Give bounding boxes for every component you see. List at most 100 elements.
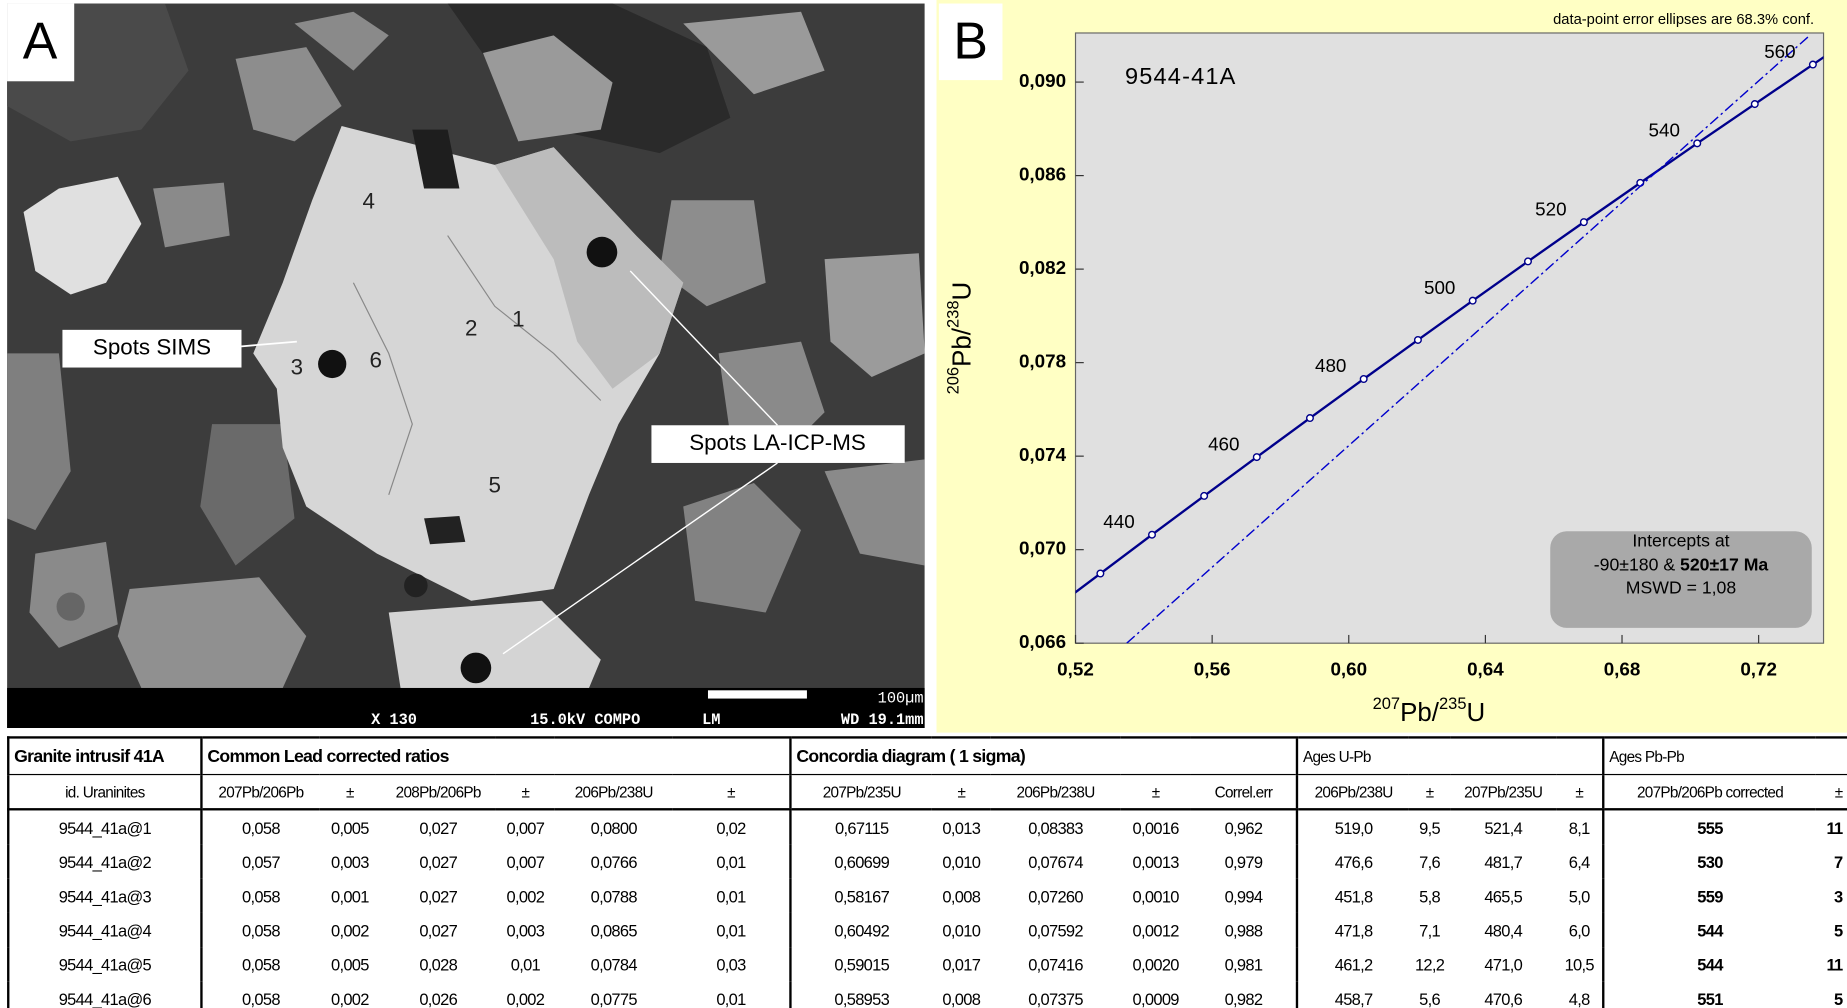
table-cell: 555 bbox=[1602, 809, 1816, 845]
table-cell: ± bbox=[1408, 773, 1451, 811]
table-row: Granite intrusif 41A Common Lead correcte… bbox=[7, 736, 1847, 775]
age-marker bbox=[1096, 569, 1105, 578]
y-axis-label: 206Pb/238U bbox=[945, 282, 976, 395]
table-cell: 207Pb/206Pb corrected bbox=[1602, 773, 1816, 811]
table-cell: 11 bbox=[1815, 809, 1847, 845]
spot-number: 2 bbox=[465, 316, 477, 341]
table-cell: 0,010 bbox=[942, 920, 981, 940]
x-tick-label: 0,56 bbox=[1194, 658, 1231, 679]
table-cell: 0,59015 bbox=[789, 947, 932, 982]
table-cell: 207Pb/206Pb bbox=[200, 773, 320, 811]
table-cell: 519,0 bbox=[1295, 809, 1409, 845]
age-marker bbox=[1147, 530, 1156, 539]
table-cell: 0,08383 bbox=[1028, 818, 1083, 837]
table-cell: 544 bbox=[1602, 947, 1816, 982]
table-cell: 0,01 bbox=[716, 852, 746, 872]
table-cell: 0,013 bbox=[942, 818, 981, 837]
age-label: 460 bbox=[1208, 433, 1239, 454]
table-cell: 0,002 bbox=[319, 981, 381, 1008]
table-cell: ± bbox=[672, 773, 791, 811]
table-cell: 0,01 bbox=[716, 920, 746, 940]
table-cell: 461,2 bbox=[1295, 947, 1409, 982]
age-marker bbox=[1359, 374, 1368, 384]
table-cell: 0,027 bbox=[419, 920, 458, 940]
data-table: Granite intrusif 41A Common Lead correcte… bbox=[7, 736, 1847, 1008]
table-cell: 0,058 bbox=[200, 947, 320, 982]
table-cell: 0,002 bbox=[506, 886, 545, 906]
table-cell: 5,6 bbox=[1408, 981, 1451, 1008]
table-row: id. Uraninites 207Pb/206Pb ±208Pb/206Pb ±20… bbox=[7, 773, 1847, 811]
panel-label-box bbox=[7, 3, 75, 82]
axis-label-part: U bbox=[948, 282, 976, 301]
x-tick-label: 0,72 bbox=[1740, 658, 1777, 679]
table-cell: 0,010 bbox=[942, 852, 981, 872]
table-cell: 521,4 bbox=[1484, 818, 1523, 837]
table-cell: Correl.err bbox=[1191, 773, 1298, 811]
table-cell: 9544_41a@5 bbox=[7, 947, 202, 982]
table-cell: 0,07375 bbox=[990, 981, 1121, 1008]
table-cell: 0,057 bbox=[200, 844, 320, 879]
table-cell: 0,026 bbox=[380, 981, 496, 1008]
table-cell: 9544_41a@6 bbox=[7, 981, 202, 1008]
table-cell: 207Pb/235U bbox=[1450, 773, 1557, 811]
age-marker bbox=[1200, 491, 1209, 500]
table-cell: 0,008 bbox=[931, 981, 991, 1008]
table-cell: 470,6 bbox=[1450, 981, 1557, 1008]
table-cell: 0,0012 bbox=[1132, 920, 1180, 940]
axis-label-part: Pb/ bbox=[1400, 699, 1440, 727]
table-cell: 0,058 bbox=[200, 878, 320, 913]
age-label: 560 bbox=[1764, 41, 1795, 62]
discordia-line bbox=[1126, 34, 1811, 644]
x-axis-label: 207Pb/235U bbox=[1373, 695, 1486, 726]
table-cell: 0,0775 bbox=[554, 981, 673, 1008]
y-tick-label: 0,090 bbox=[1019, 70, 1066, 91]
age-label: 540 bbox=[1649, 120, 1680, 141]
x-tick-label: 0,60 bbox=[1330, 658, 1367, 679]
table-cell: 0,027 bbox=[419, 886, 458, 906]
table-cell: 0,007 bbox=[506, 818, 545, 837]
table-cell: 206Pb/238U bbox=[554, 773, 673, 811]
age-label: 480 bbox=[1315, 355, 1346, 376]
concordia-curve bbox=[1099, 63, 1814, 575]
table-cell: 0,60492 bbox=[789, 912, 932, 948]
x-tick-label: 0,64 bbox=[1467, 658, 1504, 679]
x-tick-label: 0,52 bbox=[1057, 658, 1094, 679]
table-cell: 7 bbox=[1815, 844, 1847, 879]
table-cell: 9,5 bbox=[1419, 818, 1441, 837]
table-cell: 0,01 bbox=[716, 886, 746, 906]
sem-info: WD 19.1mm bbox=[841, 711, 924, 729]
table-cell: 5,0 bbox=[1568, 886, 1591, 906]
table-cell: 9544_41a@1 bbox=[7, 809, 202, 845]
table-cell: 0,60699 bbox=[789, 844, 932, 879]
table-cell: 0,028 bbox=[419, 954, 458, 974]
table-cell: 0,982 bbox=[1191, 981, 1298, 1008]
age-marker bbox=[1693, 139, 1702, 148]
spot-number: 6 bbox=[370, 348, 382, 373]
table-cell: 0,0800 bbox=[590, 818, 638, 837]
axis-label-part: 238 bbox=[945, 300, 963, 328]
table-cell: 206Pb/238U bbox=[990, 773, 1121, 811]
table-cell: 0,0013 bbox=[1132, 852, 1180, 872]
spot-number: 3 bbox=[291, 355, 303, 380]
table-cell: 0,005 bbox=[330, 818, 369, 837]
table-cell: Common Lead corrected ratios bbox=[200, 736, 791, 775]
table-cell: 0,981 bbox=[1224, 954, 1263, 974]
age-label: 500 bbox=[1424, 277, 1455, 298]
table-cell: 0,008 bbox=[942, 886, 981, 906]
axis-label-part: 206 bbox=[945, 367, 963, 395]
table-cell: 0,005 bbox=[330, 954, 369, 974]
table-cell: 559 bbox=[1602, 878, 1816, 913]
table-cell: 0,01 bbox=[510, 954, 541, 974]
table-cell: 207Pb/235U bbox=[789, 773, 932, 811]
table-cell: 12,2 bbox=[1414, 954, 1445, 974]
annotation: Intercepts at bbox=[1632, 531, 1729, 551]
table-cell: Granite intrusif 41A bbox=[7, 736, 202, 775]
axis-label-part: U bbox=[1467, 699, 1486, 727]
table-cell: 9544_41a@3 bbox=[7, 878, 202, 913]
y-tick-label: 0,066 bbox=[1019, 631, 1066, 652]
table-cell: 0,58167 bbox=[789, 878, 932, 913]
table-cell: 0,994 bbox=[1224, 886, 1263, 906]
axis-label-part: Pb/ bbox=[948, 327, 976, 367]
scale-bar-label: 100µm bbox=[878, 690, 924, 708]
